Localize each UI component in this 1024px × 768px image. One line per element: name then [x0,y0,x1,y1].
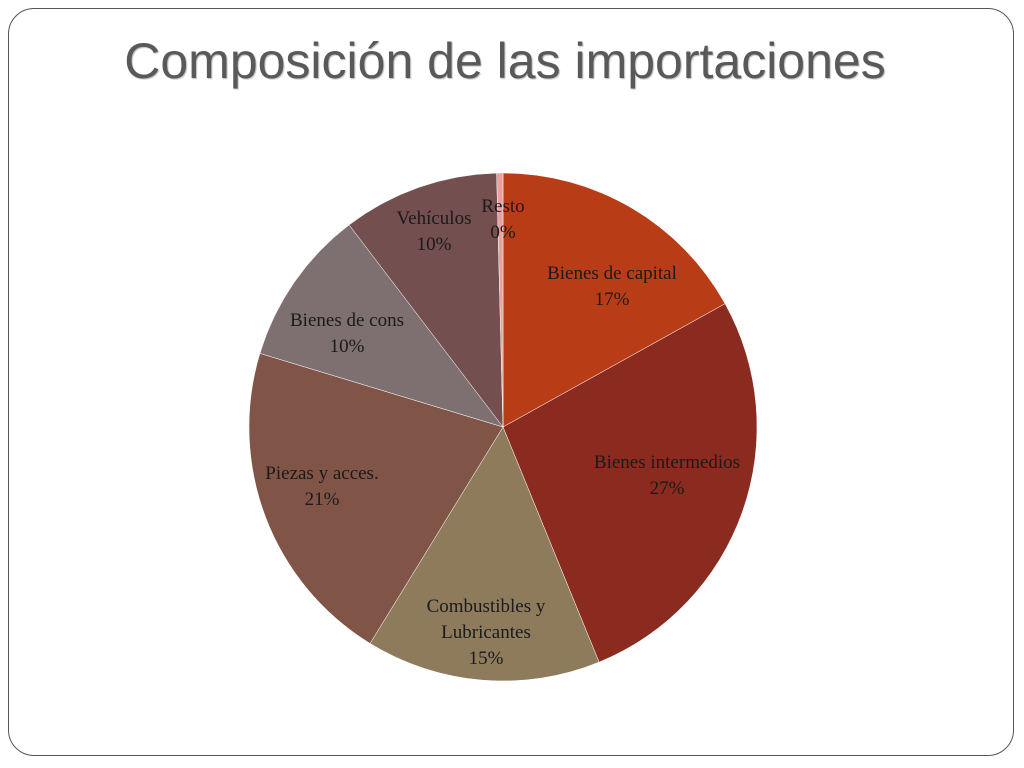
slice-label: Bienes de cons 10% [290,308,404,360]
pie-slice [348,172,504,428]
slice-label: Bienes de capital 17% [547,261,677,313]
slice-label: Vehículos 10% [397,206,472,258]
slice-label-value: 27% [649,478,685,499]
pie-slice [496,172,504,428]
slice-label-value: 10% [416,234,452,255]
slide-frame [8,8,1014,756]
pie-slice [248,353,504,644]
pie-slice [259,224,504,428]
slice-label-value: 0% [490,222,516,243]
slice-label: Bienes intermedios 27% [594,450,740,502]
slice-label-name: Piezas y acces. [265,463,379,484]
slice-label-value: 17% [594,289,630,310]
slice-label: Piezas y acces. 21% [265,461,378,513]
slice-label-value: 21% [304,489,340,510]
slice-label: Combustibles y Lubricantes 15% [416,594,556,672]
slice-label-value: 15% [468,648,504,669]
pie-slice [502,303,758,663]
slice-label: Resto 0% [481,194,524,246]
slice-label-name: Vehículos [396,208,472,229]
slice-label-name: Resto [481,196,525,217]
slice-label-name: Bienes de cons [290,310,404,331]
pie-slice [502,172,726,428]
pie-slice [369,426,600,682]
slice-label-value: 10% [329,336,365,357]
slice-label-name: Bienes de capital [547,263,677,284]
slice-label-name: Combustibles y Lubricantes [426,596,546,643]
chart-title: Composición de las importaciones [124,33,886,89]
slice-label-name: Bienes intermedios [593,452,741,473]
